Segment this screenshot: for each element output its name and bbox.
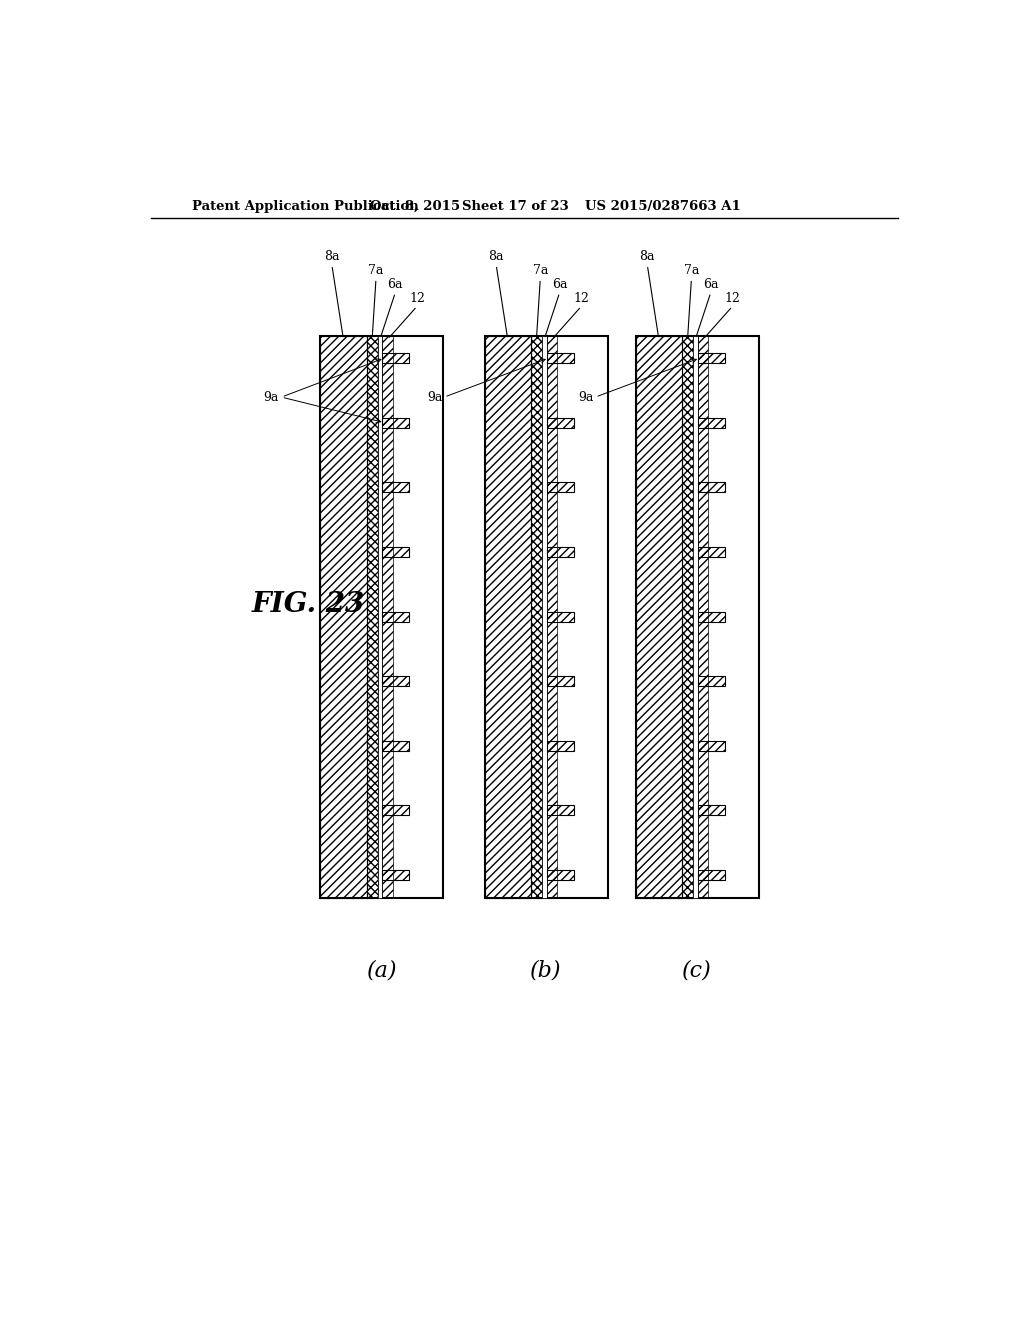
Bar [382,611,410,622]
Text: 7a: 7a [532,264,548,277]
Bar [547,611,573,622]
Bar [636,335,682,898]
Text: 12: 12 [573,292,590,305]
Bar [697,335,709,898]
Text: Oct. 8, 2015: Oct. 8, 2015 [370,199,460,213]
Bar [547,335,557,898]
Bar [697,805,725,816]
Bar [321,335,443,898]
Bar [542,335,547,898]
Bar [484,335,607,898]
Text: (c): (c) [682,960,712,982]
Bar [382,676,410,686]
Bar [547,741,573,751]
Text: 9a: 9a [579,391,594,404]
Bar [547,870,573,880]
Bar [697,870,725,880]
Text: Sheet 17 of 23: Sheet 17 of 23 [462,199,569,213]
Bar [378,335,382,898]
Bar [547,352,573,363]
Text: 8a: 8a [640,249,655,263]
Text: Patent Application Publication: Patent Application Publication [193,199,419,213]
Bar [697,352,725,363]
Bar [382,417,410,428]
Text: 8a: 8a [488,249,504,263]
Text: 12: 12 [725,292,740,305]
Bar [321,335,367,898]
Text: 12: 12 [410,292,425,305]
Bar [547,546,573,557]
Text: (a): (a) [367,960,397,982]
Bar [382,741,410,751]
Bar [382,482,410,492]
Bar [693,335,697,898]
Text: 7a: 7a [684,264,699,277]
Text: 6a: 6a [703,277,719,290]
Text: 7a: 7a [369,264,384,277]
Bar [547,482,573,492]
Text: 9a: 9a [427,391,442,404]
Bar [697,611,725,622]
Bar [382,805,410,816]
Bar [636,335,759,898]
Text: (b): (b) [530,960,562,982]
Text: 9a: 9a [263,391,279,404]
Bar [367,335,378,898]
Bar [547,805,573,816]
Text: 8a: 8a [324,249,340,263]
Bar [682,335,693,898]
Text: US 2015/0287663 A1: US 2015/0287663 A1 [585,199,740,213]
Bar [484,335,531,898]
Bar [697,417,725,428]
Text: 6a: 6a [552,277,567,290]
Text: FIG. 23: FIG. 23 [252,591,366,619]
Text: 6a: 6a [388,277,403,290]
Bar [382,335,393,898]
Bar [382,870,410,880]
Bar [382,546,410,557]
Bar [697,482,725,492]
Bar [697,741,725,751]
Bar [697,546,725,557]
Bar [382,352,410,363]
Bar [531,335,542,898]
Bar [547,676,573,686]
Bar [547,417,573,428]
Bar [697,676,725,686]
